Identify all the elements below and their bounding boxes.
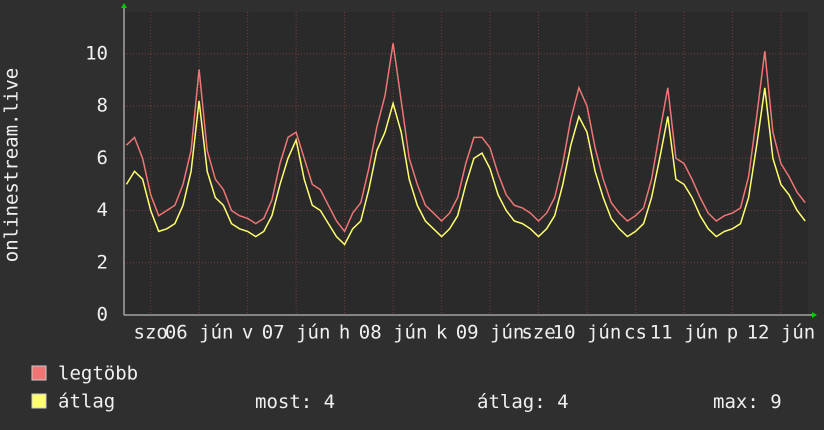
stat-value: 9 [770,391,781,413]
legend-stat: most: 4 [255,391,335,413]
x-tick-label: 11 jún [650,322,719,344]
series-line [125,87,806,246]
y-tick-label: 4 [97,199,108,221]
y-tick-label: 10 [85,42,108,64]
y-axis-label: onlinestream.live [1,68,23,262]
x-tick-label: 09 jún [456,322,525,344]
x-tick-label: szo [134,322,168,344]
stat-label: átlag: [477,391,546,413]
legend-stat: átlag: 4 [477,391,569,413]
stat-value: 4 [324,391,335,413]
x-tick-label: 10 jún [553,322,622,344]
legend-stat: max: 9 [713,391,782,413]
legend-swatch [31,393,47,409]
stat-value: 4 [557,391,568,413]
x-tick-label: cs [624,322,647,344]
y-tick-label: 0 [97,304,108,326]
stat-label: most: [255,391,312,413]
x-tick-label: 06 jún [165,322,234,344]
legend-swatch [31,365,47,381]
x-tick-label: sze [521,322,555,344]
x-tick-label: 12 jún [747,322,816,344]
legend-label: legtöbb [58,363,138,385]
x-tick-label: h [339,322,350,344]
x-tick-label: v [242,322,253,344]
x-tick-label: 07 jún [262,322,331,344]
axis-arrow [121,3,127,8]
stat-label: max: [713,391,759,413]
x-tick-label: 08 jún [359,322,428,344]
x-tick-label: p [727,322,738,344]
y-tick-label: 2 [97,251,108,273]
y-tick-label: 6 [97,147,108,169]
series-line [125,43,806,233]
axis-arrow [812,312,817,318]
x-tick-label: k [436,322,448,344]
legend-label: átlag [58,391,115,413]
y-tick-label: 8 [97,95,108,117]
